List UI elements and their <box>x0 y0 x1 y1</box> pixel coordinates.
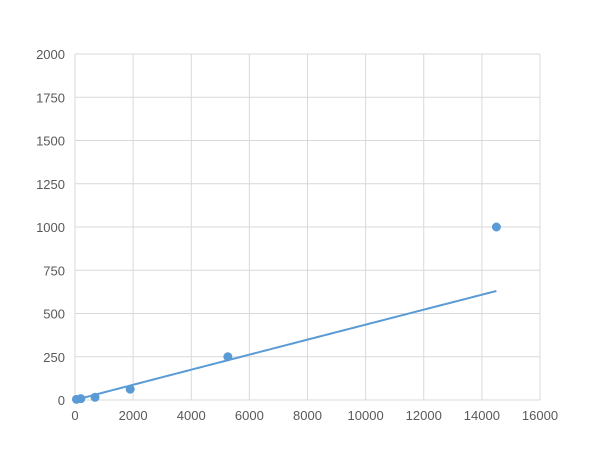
x-tick-label: 2000 <box>119 408 148 423</box>
y-tick-label: 0 <box>58 393 65 408</box>
y-tick-label: 2000 <box>36 47 65 62</box>
x-tick-label: 0 <box>71 408 78 423</box>
x-tick-label: 14000 <box>464 408 500 423</box>
y-tick-label: 1500 <box>36 134 65 149</box>
trend-line <box>76 290 497 401</box>
data-point <box>90 392 100 402</box>
y-tick-label: 750 <box>43 263 65 278</box>
y-tick-label: 250 <box>43 350 65 365</box>
x-tick-label: 8000 <box>293 408 322 423</box>
y-tick-label: 1250 <box>36 177 65 192</box>
data-point <box>76 394 86 404</box>
y-tick-label: 500 <box>43 307 65 322</box>
x-tick-label: 16000 <box>522 408 558 423</box>
y-tick-label: 1000 <box>36 220 65 235</box>
x-tick-label: 10000 <box>348 408 384 423</box>
x-tick-label: 4000 <box>177 408 206 423</box>
x-tick-label: 6000 <box>235 408 264 423</box>
x-tick-label: 12000 <box>406 408 442 423</box>
data-point <box>125 384 135 394</box>
data-point <box>491 222 501 232</box>
data-point <box>223 352 233 362</box>
y-tick-label: 1750 <box>36 90 65 105</box>
